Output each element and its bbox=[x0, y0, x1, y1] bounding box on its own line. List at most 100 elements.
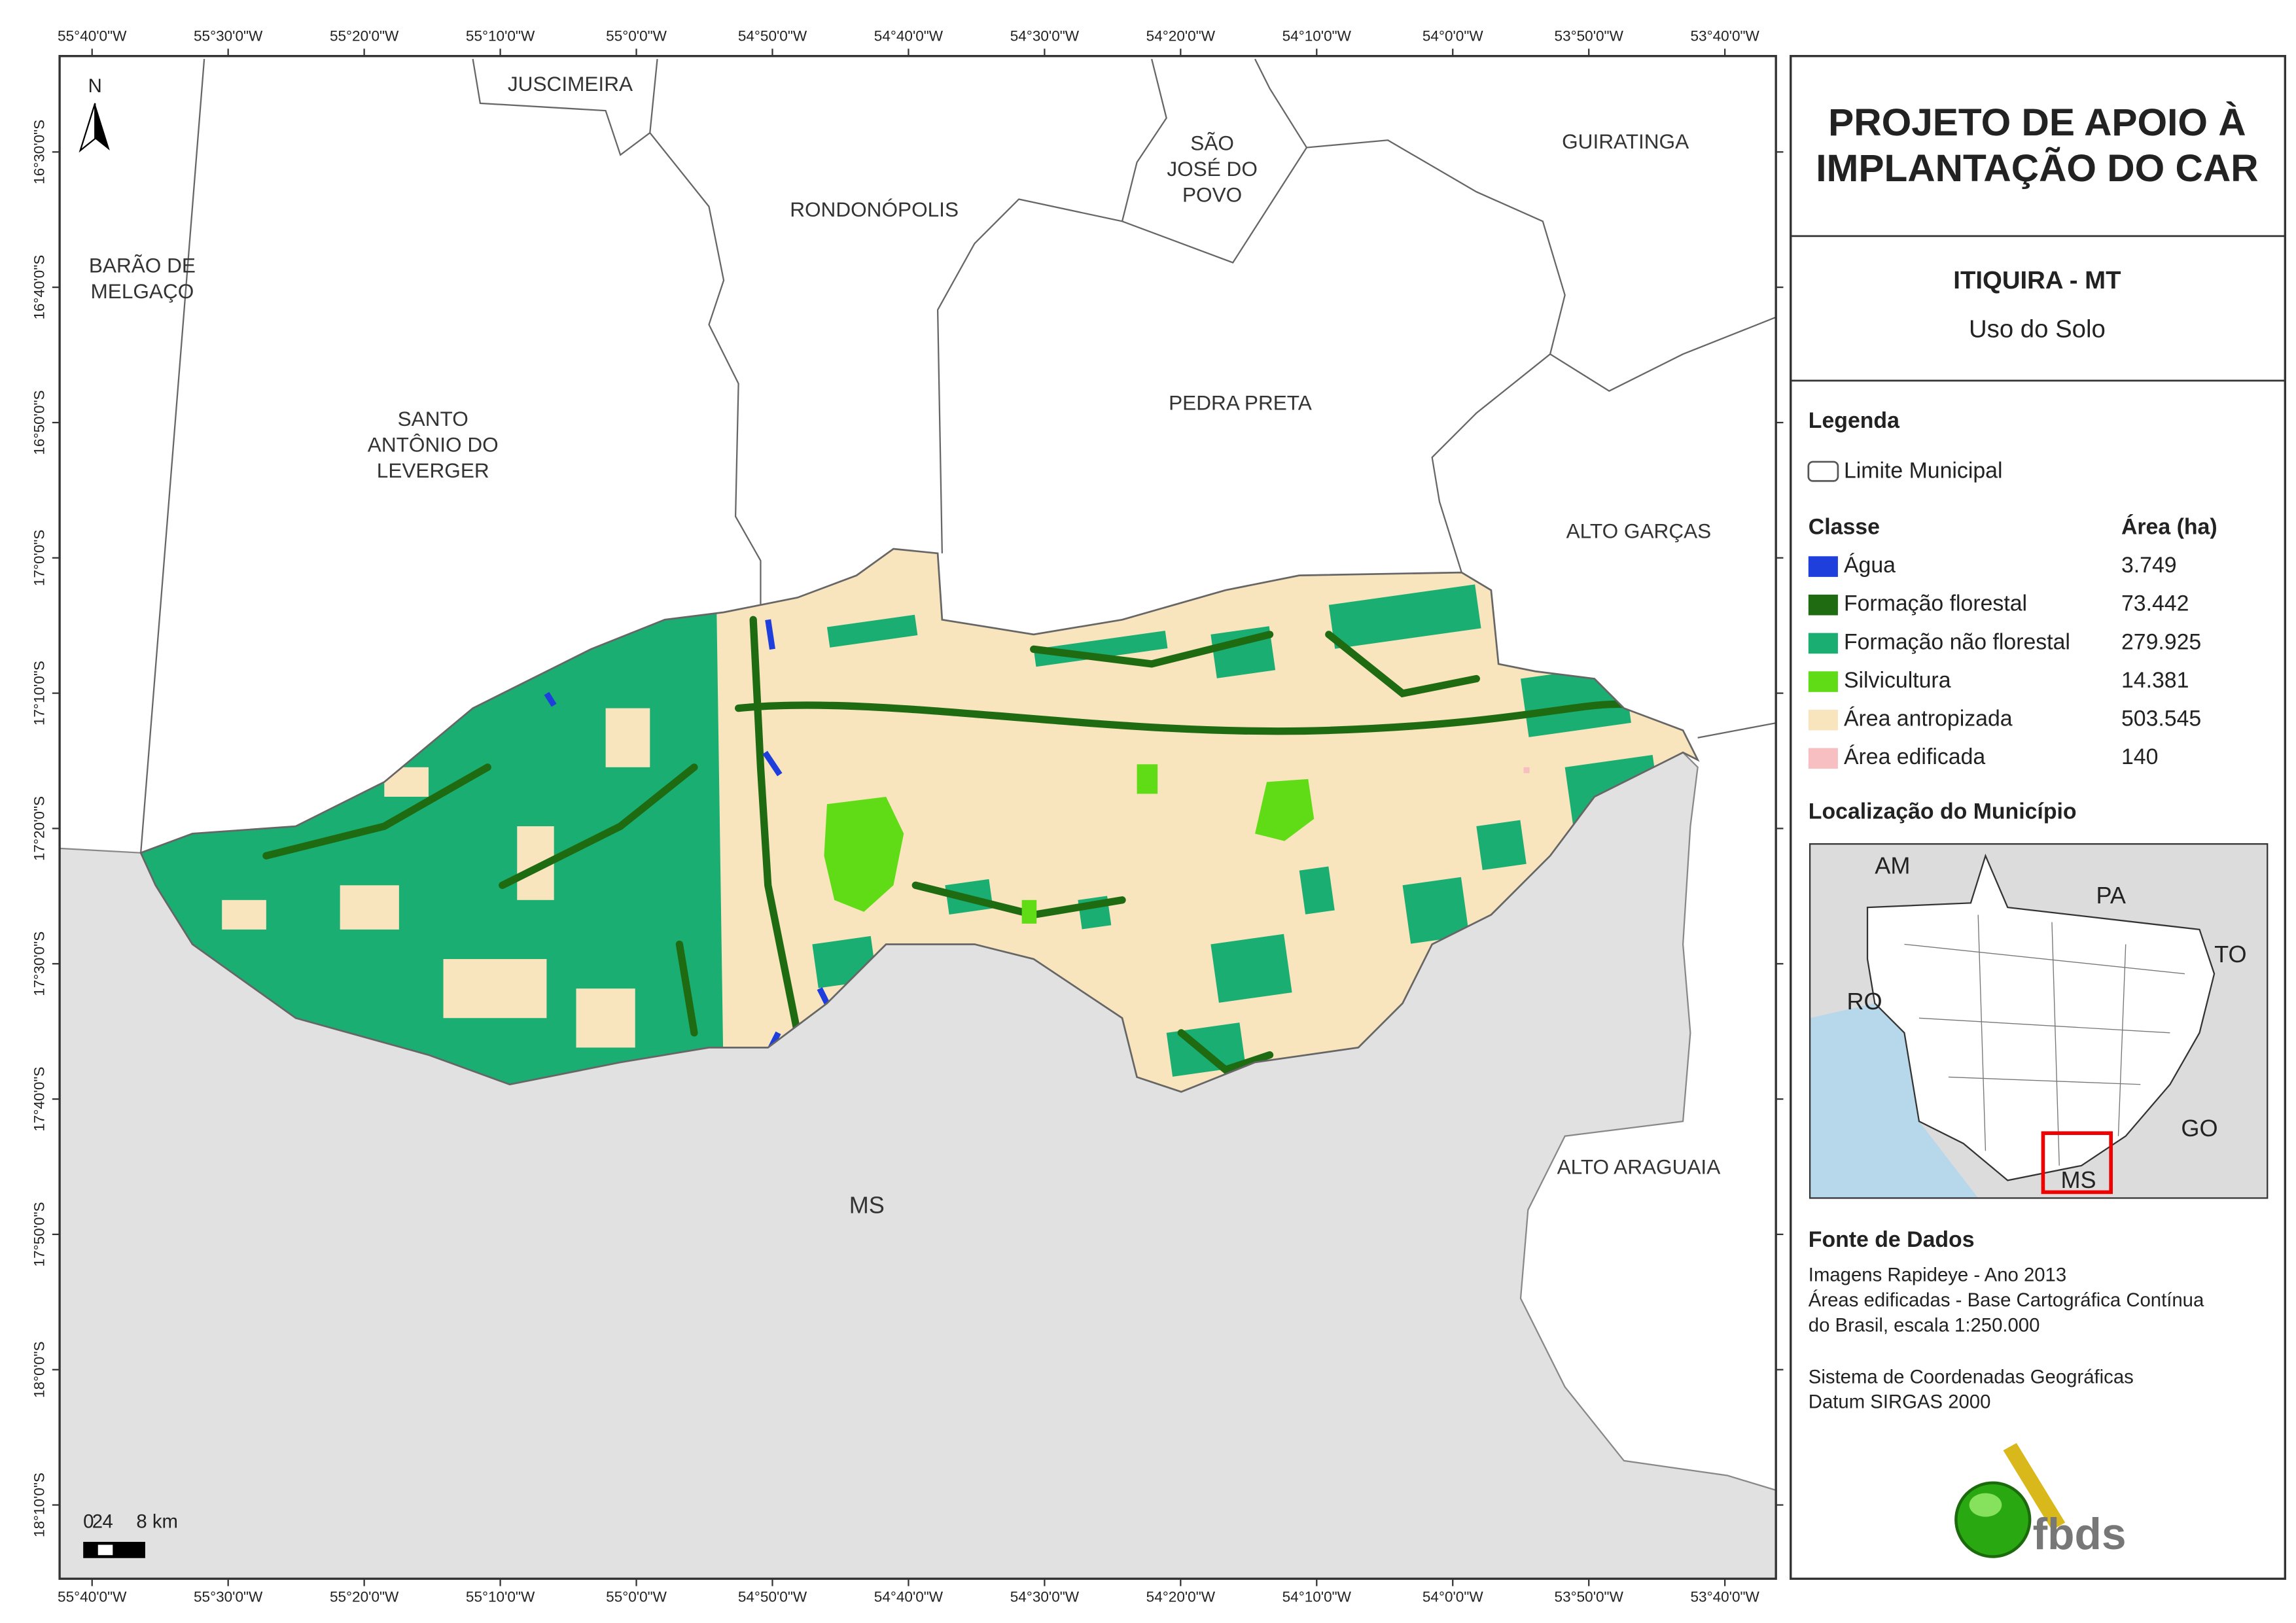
lat-label: 16°40'0"S bbox=[31, 255, 48, 320]
lat-label: 17°20'0"S bbox=[31, 796, 48, 861]
class-area: 279.925 bbox=[2121, 629, 2201, 654]
lon-label: 55°10'0"W bbox=[466, 1589, 535, 1605]
lon-label: 54°40'0"W bbox=[874, 1589, 944, 1605]
north-arrow-right bbox=[95, 103, 110, 151]
scale-label: 4 bbox=[103, 1510, 113, 1532]
place-label: ALTO ARAGUAIA bbox=[1557, 1155, 1721, 1179]
inset-highlight bbox=[2041, 1131, 2113, 1195]
side-panel: PROJETO DE APOIO À IMPLANTAÇÃO DO CAR IT… bbox=[1790, 55, 2287, 1580]
boundary-line bbox=[472, 59, 658, 156]
theme: Uso do Solo bbox=[1969, 315, 2106, 343]
lat-label: 17°10'0"S bbox=[31, 661, 48, 725]
lon-label: 55°0'0"W bbox=[606, 27, 667, 44]
source-line: Datum SIRGAS 2000 bbox=[1809, 1391, 1991, 1413]
lat-label: 16°30'0"S bbox=[31, 120, 48, 184]
north-arrow: N bbox=[79, 75, 110, 153]
logo-bar bbox=[2003, 1442, 2066, 1530]
municipality: ITIQUIRA - MT bbox=[1953, 266, 2121, 294]
legend-swatch bbox=[1808, 556, 1838, 577]
landuse-forest bbox=[262, 763, 491, 860]
lat-label: 18°0'0"S bbox=[31, 1341, 48, 1398]
class-area: 73.442 bbox=[2121, 591, 2189, 616]
source-line: Sistema de Coordenadas Geográficas bbox=[1809, 1366, 2134, 1387]
lon-label: 55°20'0"W bbox=[330, 27, 399, 44]
place-label: MS bbox=[849, 1191, 885, 1218]
inset-bolivia bbox=[1810, 1003, 1979, 1198]
legend-swatch bbox=[1808, 633, 1838, 654]
landuse-silviculture bbox=[1137, 764, 1158, 794]
inset-label: RO bbox=[1846, 988, 1882, 1015]
lon-label: 54°30'0"W bbox=[1010, 1589, 1080, 1605]
landuse-forest bbox=[749, 616, 802, 1037]
landuse-nonforest bbox=[1328, 584, 1481, 649]
scale-label: 0 bbox=[83, 1510, 94, 1532]
lon-label: 55°0'0"W bbox=[606, 1589, 667, 1605]
inset-label: PA bbox=[2096, 882, 2125, 909]
inset-municipalities bbox=[1904, 915, 2185, 1166]
lat-label: 17°40'0"S bbox=[31, 1067, 48, 1132]
landuse-water bbox=[544, 619, 830, 1052]
legend-title: Legenda bbox=[1809, 408, 1900, 433]
source-line: Áreas edificadas - Base Cartográfica Con… bbox=[1809, 1289, 2204, 1311]
landuse-silviculture bbox=[824, 796, 904, 912]
lat-label: 17°50'0"S bbox=[31, 1202, 48, 1266]
boundary-line bbox=[1549, 316, 1776, 392]
title-line: PROJETO DE APOIO À bbox=[1828, 101, 2246, 144]
class-area: 14.381 bbox=[2121, 668, 2189, 693]
place-label: BARÃO DE bbox=[89, 254, 196, 277]
place-label: ALTO GARÇAS bbox=[1566, 519, 1712, 543]
boundary-label: Limite Municipal bbox=[1844, 459, 2003, 483]
location-title: Localização do Município bbox=[1809, 799, 2077, 824]
place-label: JUSCIMEIRA bbox=[508, 72, 633, 96]
landuse-forest bbox=[1177, 1029, 1274, 1074]
lon-label: 54°50'0"W bbox=[738, 1589, 807, 1605]
place-label: GUIRATINGA bbox=[1562, 130, 1689, 153]
lon-label: 55°30'0"W bbox=[194, 27, 263, 44]
landuse-nonforest bbox=[1299, 866, 1335, 915]
lon-label: 54°10'0"W bbox=[1282, 27, 1352, 44]
lon-label: 53°50'0"W bbox=[1555, 27, 1624, 44]
place-label: LEVERGER bbox=[377, 459, 489, 482]
lat-label: 18°10'0"S bbox=[31, 1473, 48, 1537]
landuse-forest bbox=[1325, 631, 1480, 698]
class-name: Formação florestal bbox=[1844, 591, 2027, 616]
place-label: SANTO bbox=[398, 407, 468, 430]
boundary-line bbox=[936, 139, 1566, 573]
place-label: JOSÉ DO bbox=[1167, 157, 1258, 181]
lon-label: 54°10'0"W bbox=[1282, 1589, 1352, 1605]
place-label: ANTÔNIO DO bbox=[368, 433, 499, 457]
map-border bbox=[58, 55, 1777, 1580]
landuse-anthropic bbox=[443, 959, 547, 1019]
landuse-anthropic bbox=[605, 708, 650, 767]
source-line: Imagens Rapideye - Ano 2013 bbox=[1809, 1265, 2066, 1286]
landuse-built bbox=[1523, 767, 1530, 773]
boundary-swatch bbox=[1807, 461, 1839, 482]
logo-ball bbox=[1954, 1481, 2032, 1558]
class-area: 3.749 bbox=[2121, 553, 2177, 578]
legend-swatch bbox=[1808, 594, 1838, 616]
place-label: SÃO bbox=[1190, 131, 1234, 154]
landuse-silviculture bbox=[1021, 899, 1037, 924]
lon-label: 55°10'0"W bbox=[466, 27, 535, 44]
landuse-silviculture bbox=[1255, 778, 1315, 841]
municipal-boundaries bbox=[140, 58, 1776, 853]
landuse-nonforest bbox=[1402, 877, 1470, 944]
inset-labels: AM PA TO RO GO MS bbox=[1846, 852, 2246, 1193]
scale-segment bbox=[97, 1544, 113, 1556]
lat-label: 17°30'0"S bbox=[31, 932, 48, 996]
landuse-anthropic bbox=[576, 988, 635, 1048]
lon-label: 53°50'0"W bbox=[1555, 1589, 1624, 1605]
lon-label: 55°20'0"W bbox=[330, 1589, 399, 1605]
lon-label: 55°40'0"W bbox=[58, 1589, 127, 1605]
inset-label: MS bbox=[2061, 1166, 2096, 1193]
inset-label: GO bbox=[2181, 1115, 2217, 1142]
logo-text: fbds bbox=[2033, 1510, 2127, 1559]
landuse-anthropic bbox=[222, 899, 266, 930]
lon-label: 55°40'0"W bbox=[58, 27, 127, 44]
logo-highlight bbox=[1969, 1493, 2002, 1517]
sources-text: Imagens Rapideye - Ano 2013 Áreas edifica… bbox=[1809, 1265, 2204, 1413]
landuse-forest bbox=[499, 763, 698, 889]
landuse-nonforest bbox=[826, 614, 918, 648]
